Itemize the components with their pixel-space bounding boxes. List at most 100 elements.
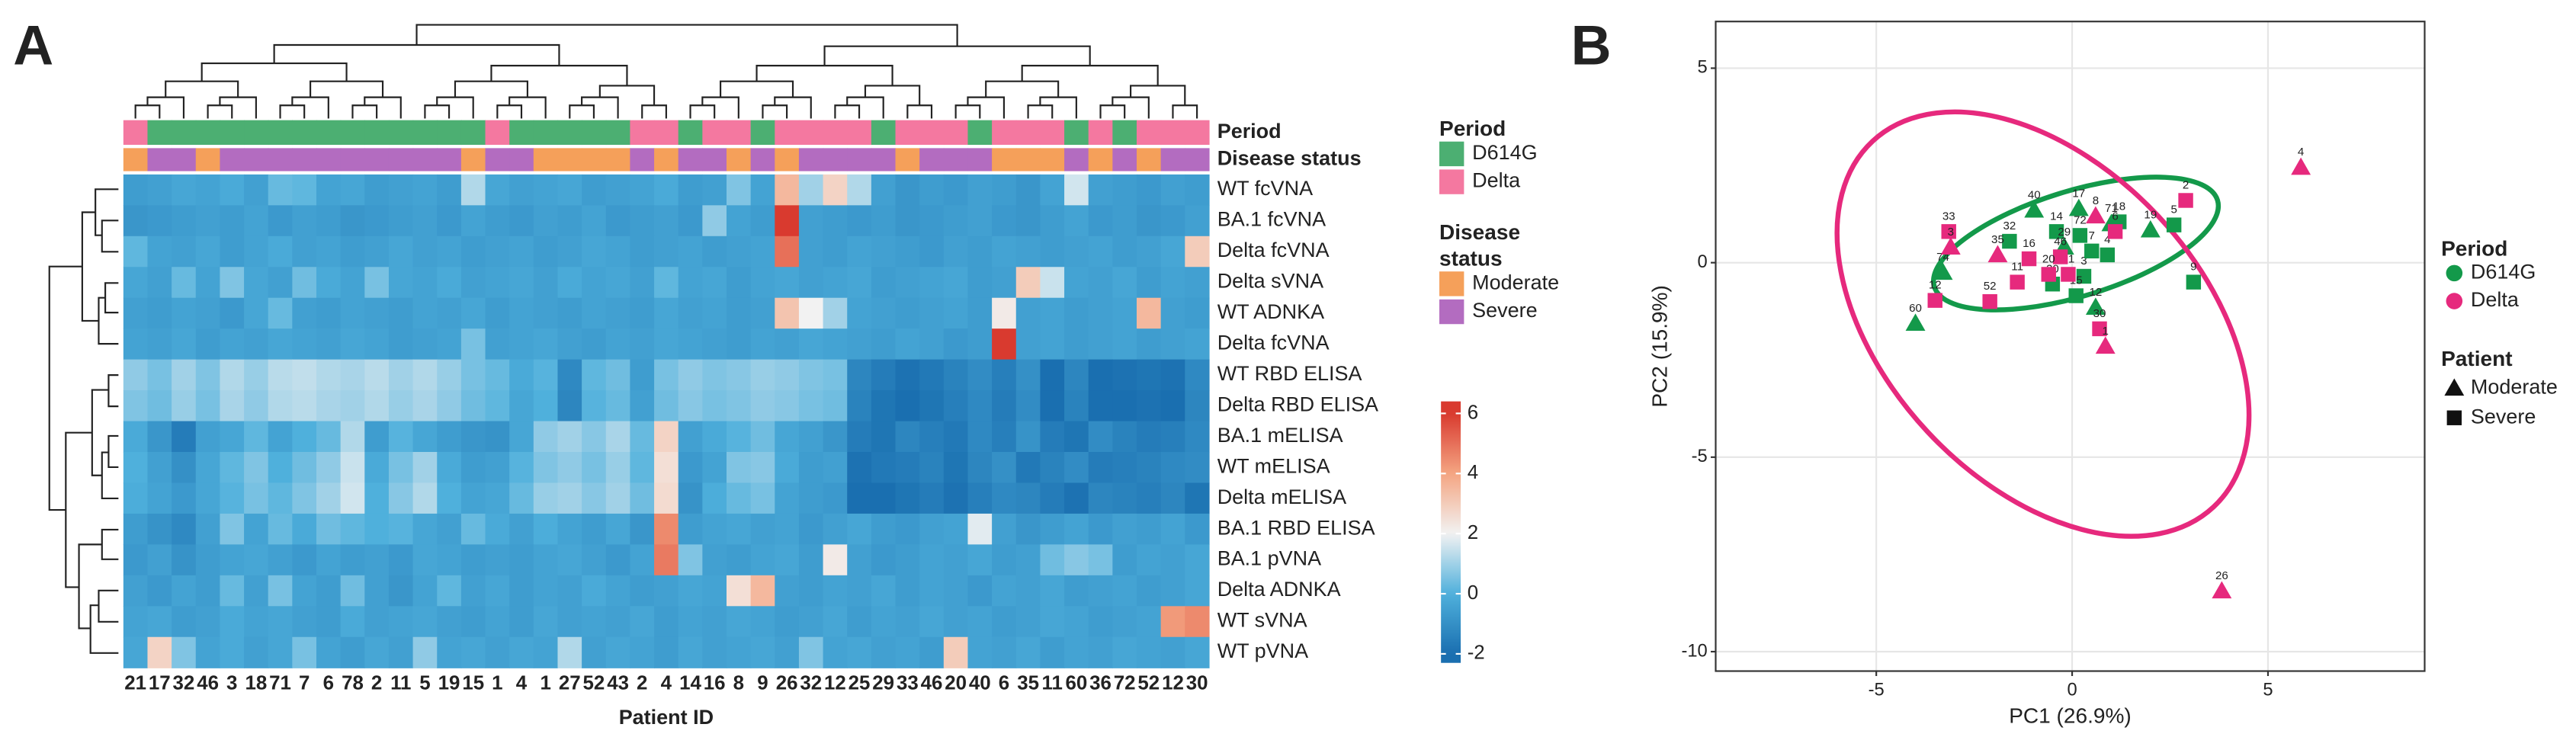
- dendrogram-branch: [415, 24, 958, 46]
- status-cell: [485, 148, 510, 171]
- period-cell: [895, 120, 920, 146]
- legend-swatch: [1439, 141, 1464, 167]
- heatmap-cell: [147, 513, 172, 546]
- point: [2076, 268, 2092, 284]
- heatmap-cell: [364, 513, 390, 546]
- heatmap-cell: [823, 513, 848, 546]
- status-cell: [1088, 148, 1113, 171]
- heatmap-cell: [340, 606, 365, 638]
- heatmap-cell: [557, 297, 582, 329]
- heatmap-cell: [533, 390, 559, 422]
- heatmap-cell: [775, 359, 800, 391]
- heatmap-cell: [726, 575, 752, 607]
- status-cell: [1040, 148, 1065, 171]
- status-cell: [412, 148, 438, 171]
- heatmap-cell: [823, 452, 848, 484]
- heatmap-cell: [702, 267, 727, 299]
- heatmap-cell: [364, 606, 390, 638]
- heatmap-cell: [340, 544, 365, 576]
- heatmap-cell: [895, 205, 920, 237]
- panel-label: B: [1571, 14, 1612, 76]
- heatmap-cell: [654, 359, 679, 391]
- status-cell: [292, 148, 317, 171]
- heatmap-cell: [895, 267, 920, 299]
- heatmap-cell: [678, 452, 703, 484]
- row-label: BA.1 pVNA: [1217, 547, 1321, 570]
- heatmap-cell: [533, 544, 559, 576]
- point-label: 12: [2089, 286, 2102, 299]
- heatmap-cell: [460, 452, 486, 484]
- status-cell: [678, 148, 703, 171]
- heatmap-cell: [460, 544, 486, 576]
- heatmap-cell: [316, 575, 342, 607]
- heatmap-cell: [460, 205, 486, 237]
- point-label: 33: [1942, 210, 1955, 223]
- point-label: 20: [2042, 253, 2055, 266]
- heatmap-cell: [1112, 267, 1137, 299]
- point: [2085, 297, 2106, 316]
- dendrogram-branch: [774, 96, 812, 119]
- y-tick-label: -10: [1681, 641, 1707, 661]
- heatmap-cell: [220, 174, 245, 206]
- column-label: 7: [299, 673, 310, 694]
- heatmap-cell: [364, 544, 390, 576]
- status-cell: [943, 148, 969, 171]
- status-cell: [147, 148, 172, 171]
- heatmap-cell: [630, 174, 655, 206]
- heatmap-cell: [437, 267, 462, 299]
- heatmap-cell: [582, 452, 607, 484]
- point-label: 3: [2080, 255, 2087, 268]
- period-cell: [1136, 120, 1162, 146]
- heatmap-cell: [195, 267, 221, 299]
- point-label: 5: [2170, 203, 2177, 216]
- heatmap-cell: [605, 606, 631, 638]
- heatmap-cell: [678, 267, 703, 299]
- heatmap-cell: [992, 606, 1017, 638]
- heatmap-cell: [823, 205, 848, 237]
- dendrogram-branch: [1129, 85, 1186, 106]
- colorbar-label: 6: [1468, 402, 1478, 423]
- heatmap-cell: [1064, 636, 1089, 668]
- heatmap-cell: [172, 205, 197, 237]
- heatmap-cell: [919, 544, 945, 576]
- heatmap-cell: [388, 575, 414, 607]
- heatmap-cell: [195, 174, 221, 206]
- heatmap-cell: [123, 606, 149, 638]
- heatmap-cell: [1015, 390, 1041, 422]
- heatmap-cell: [485, 359, 510, 391]
- column-label: 52: [1137, 673, 1160, 694]
- heatmap-cell: [702, 297, 727, 329]
- column-label: 43: [607, 673, 629, 694]
- legend-swatch: [1439, 271, 1464, 296]
- heatmap-cell: [919, 328, 945, 360]
- heatmap-cell: [919, 359, 945, 391]
- heatmap-cell: [919, 267, 945, 299]
- status-cell: [582, 148, 607, 171]
- heatmap-cell: [1185, 328, 1210, 360]
- heatmap-cell: [798, 267, 824, 299]
- column-label: 15: [462, 673, 484, 694]
- legend-label: Moderate: [1472, 271, 1559, 294]
- column-label: 19: [438, 673, 460, 694]
- heatmap-cell: [412, 236, 438, 268]
- heatmap-cell: [943, 174, 969, 206]
- heatmap-cell: [967, 328, 993, 360]
- heatmap-cell: [1136, 575, 1162, 607]
- heatmap-cell: [798, 236, 824, 268]
- heatmap-cell: [412, 606, 438, 638]
- heatmap-cell: [147, 452, 172, 484]
- heatmap-cell: [147, 359, 172, 391]
- heatmap-cell: [992, 575, 1017, 607]
- heatmap-cell: [992, 236, 1017, 268]
- heatmap-cell: [582, 297, 607, 329]
- heatmap-cell: [605, 513, 631, 546]
- status-cell: [1185, 148, 1210, 171]
- heatmap-cell: [460, 513, 486, 546]
- heatmap-cell: [460, 421, 486, 453]
- heatmap-cell: [605, 452, 631, 484]
- heatmap-cell: [798, 359, 824, 391]
- heatmap-cell: [847, 267, 872, 299]
- dendrogram-branch: [1039, 96, 1077, 119]
- heatmap-cell: [775, 421, 800, 453]
- heatmap-cell: [678, 236, 703, 268]
